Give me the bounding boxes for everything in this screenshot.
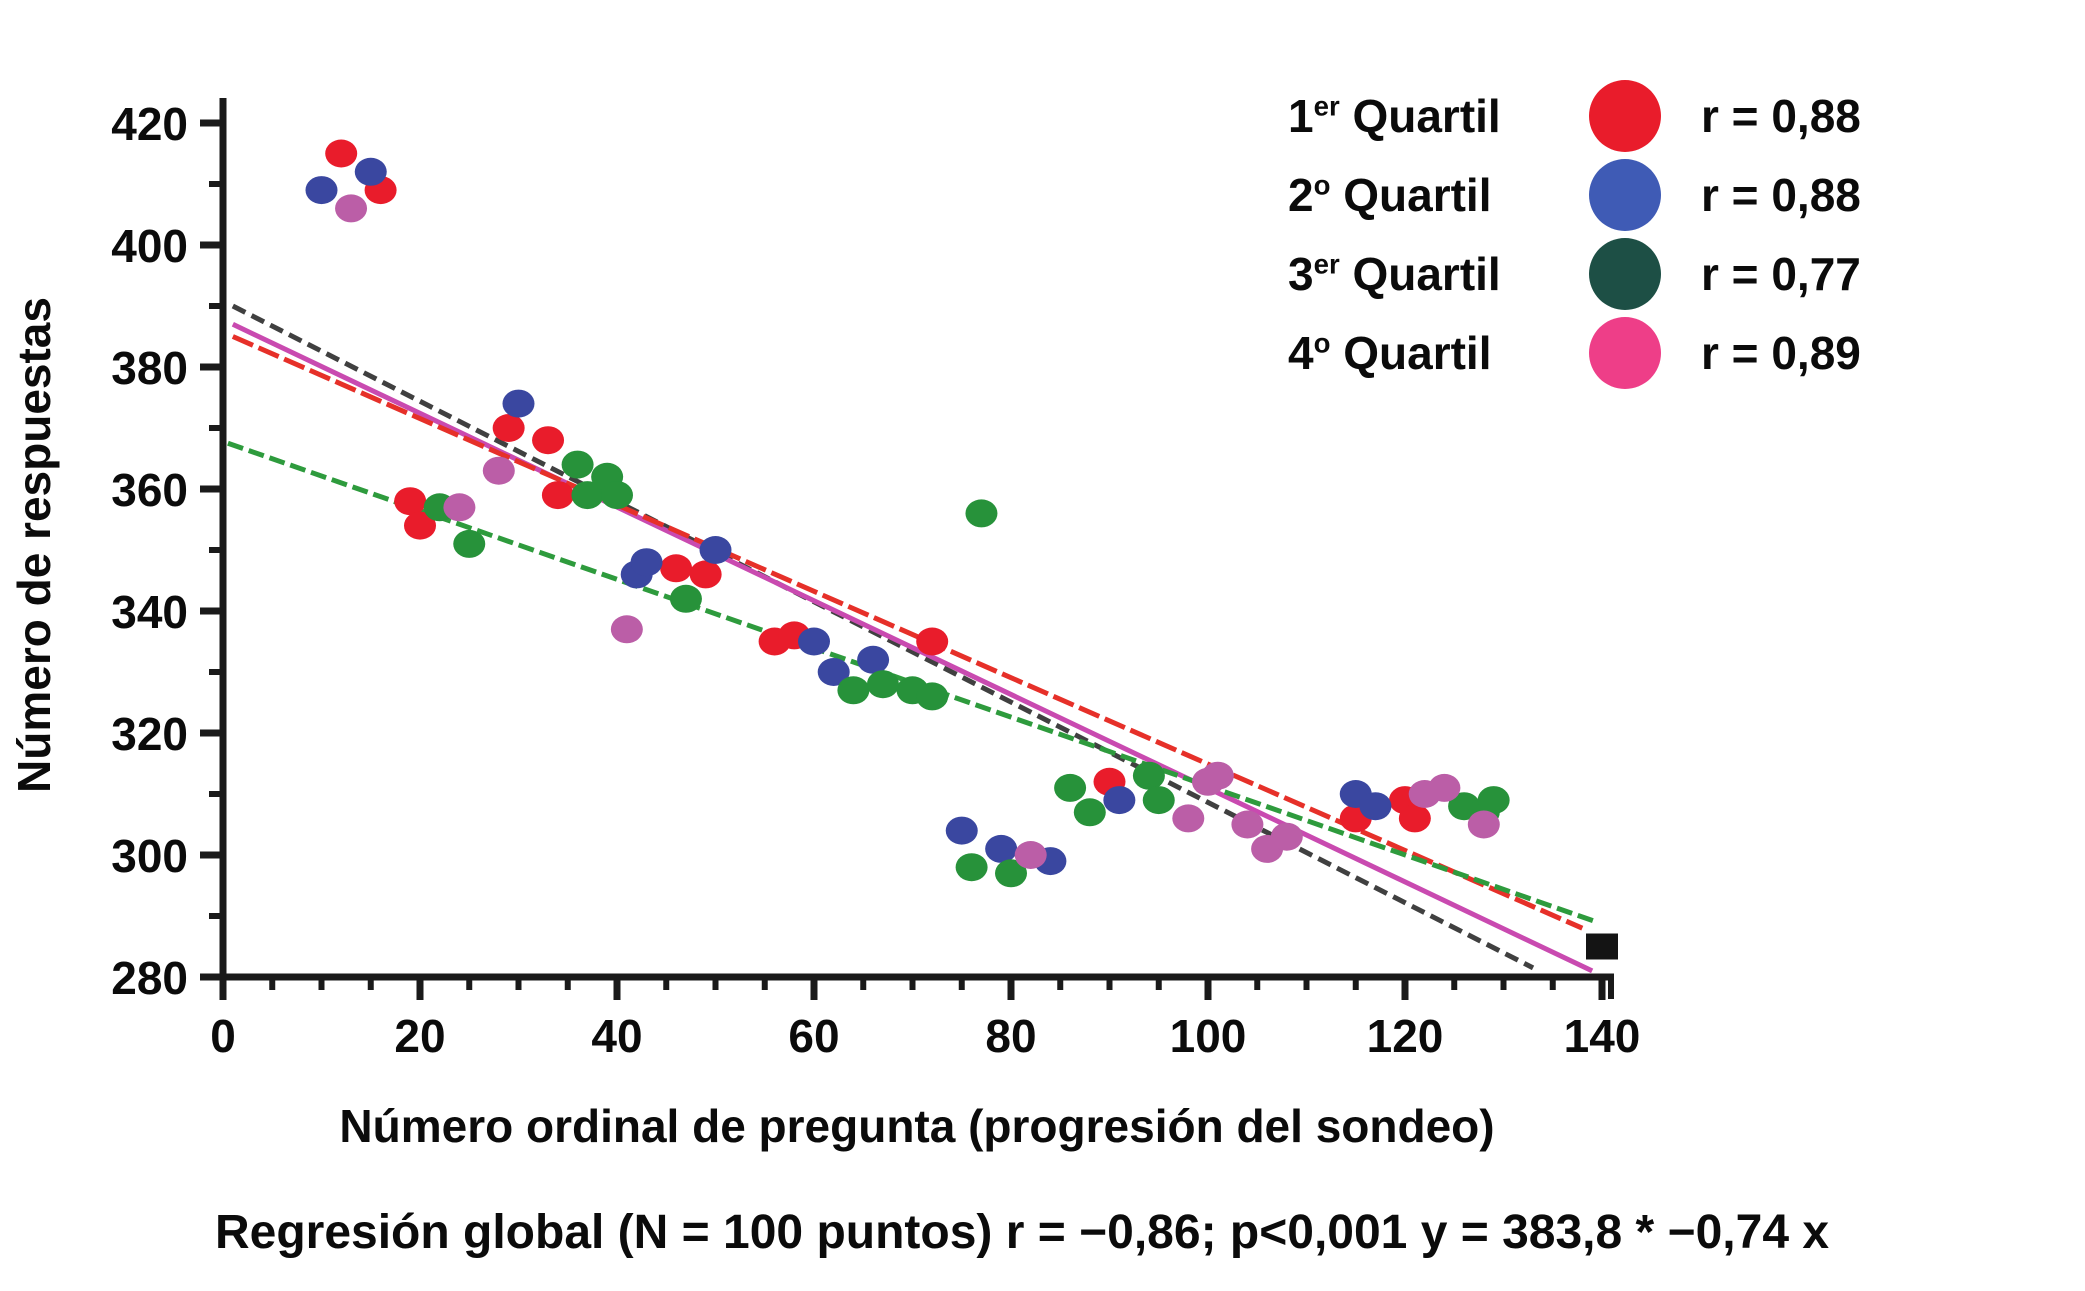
y-tick-label: 420 <box>111 98 188 150</box>
data-point <box>443 493 476 522</box>
legend-r-value: r = 0,88 <box>1701 89 1861 142</box>
data-point <box>482 456 515 485</box>
legend-r-value: r = 0,77 <box>1701 247 1861 300</box>
data-point <box>1477 786 1510 815</box>
data-point <box>965 499 998 528</box>
legend-label: 2o Quartil <box>1288 168 1492 221</box>
data-point <box>1014 841 1047 869</box>
data-point <box>1231 810 1264 839</box>
legend: 1er Quartil r = 0,88 2o Quartil r = 0,88 3er… <box>1288 76 1861 392</box>
y-tick-label: 320 <box>111 708 188 760</box>
end-marker <box>1586 933 1618 960</box>
data-point <box>610 615 643 644</box>
data-point <box>995 859 1027 888</box>
data-point <box>798 627 830 656</box>
legend-row-2: 2o Quartil r = 0,88 <box>1288 155 1861 234</box>
data-point <box>837 676 870 705</box>
regression-lines <box>227 303 1598 974</box>
data-point <box>1142 786 1175 815</box>
line-end-square-marker <box>1586 933 1618 960</box>
data-point <box>945 816 978 845</box>
legend-row-3: 3er Quartil r = 0,77 <box>1288 234 1861 313</box>
data-point <box>866 670 899 699</box>
data-point <box>502 389 535 418</box>
data-point <box>532 426 565 455</box>
y-tick-label: 300 <box>111 830 188 882</box>
legend-label: 4o Quartil <box>1288 326 1492 379</box>
x-tick-label: 0 <box>210 1010 236 1062</box>
data-point <box>354 157 387 186</box>
x-tick-label: 100 <box>1170 1010 1247 1062</box>
data-point <box>955 853 988 882</box>
regression-line-global-black <box>231 303 1535 971</box>
y-tick-label: 280 <box>111 952 188 1004</box>
data-point <box>1428 773 1461 802</box>
y-tick-label: 400 <box>111 220 188 272</box>
data-point <box>916 627 949 656</box>
legend-label: 3er Quartil <box>1288 247 1501 300</box>
data-point <box>1398 804 1431 833</box>
x-tick-label: 20 <box>394 1010 445 1062</box>
data-point <box>669 584 702 613</box>
legend-color-dot <box>1589 316 1661 389</box>
x-axis-title: Número ordinal de pregunta (progresión d… <box>339 1100 1494 1152</box>
legend-color-dot <box>1589 237 1661 310</box>
regression-line-red <box>231 334 1584 931</box>
data-point <box>1103 786 1136 815</box>
x-tick-label: 40 <box>591 1010 642 1062</box>
data-point <box>325 139 358 168</box>
data-point <box>1073 798 1106 827</box>
data-point <box>1270 822 1303 851</box>
legend-label: 1er Quartil <box>1288 89 1501 142</box>
data-point <box>660 554 693 583</box>
data-point <box>916 682 949 711</box>
data-point <box>453 529 486 558</box>
legend-row-1: 1er Quartil r = 0,88 <box>1288 76 1861 155</box>
data-point <box>335 194 368 223</box>
x-tick-label: 140 <box>1564 1010 1641 1062</box>
data-point <box>1201 761 1234 790</box>
data-point <box>630 548 663 577</box>
legend-r-value: r = 0,89 <box>1701 326 1861 379</box>
regression-line-magenta <box>231 322 1594 974</box>
y-axis-title: Número de respuestas <box>8 297 60 793</box>
data-point <box>817 658 850 686</box>
data-point <box>561 450 594 479</box>
x-tick-label: 60 <box>788 1010 839 1062</box>
data-point <box>1359 792 1392 821</box>
data-point <box>699 536 732 564</box>
data-point <box>1054 773 1087 802</box>
x-tick-label: 80 <box>985 1010 1036 1062</box>
legend-color-dot <box>1589 158 1661 231</box>
data-point <box>571 481 604 510</box>
data-point <box>1467 810 1500 839</box>
scatter-points <box>305 139 1510 888</box>
data-point <box>305 176 338 205</box>
regression-caption: Regresión global (N = 100 puntos) r = −0… <box>215 1206 1829 1259</box>
axes: 280 300 320 340 360 380 400 420 0 20 40 60 80 100 120 1… <box>111 98 1640 1062</box>
y-tick-label: 380 <box>111 342 188 394</box>
data-point <box>689 560 722 589</box>
legend-r-value: r = 0,88 <box>1701 168 1861 221</box>
data-point <box>985 834 1018 863</box>
data-point <box>857 645 890 674</box>
data-point <box>1172 804 1205 833</box>
data-point <box>541 481 574 510</box>
data-point <box>1132 761 1165 790</box>
y-tick-label: 360 <box>111 464 188 516</box>
data-point <box>601 481 633 510</box>
x-tick-label: 120 <box>1367 1010 1444 1062</box>
y-tick-label: 340 <box>111 586 188 638</box>
data-point <box>394 487 427 516</box>
legend-row-4: 4o Quartil r = 0,89 <box>1288 313 1861 392</box>
legend-color-dot <box>1589 79 1661 152</box>
data-point <box>492 414 525 442</box>
data-point <box>404 511 436 540</box>
